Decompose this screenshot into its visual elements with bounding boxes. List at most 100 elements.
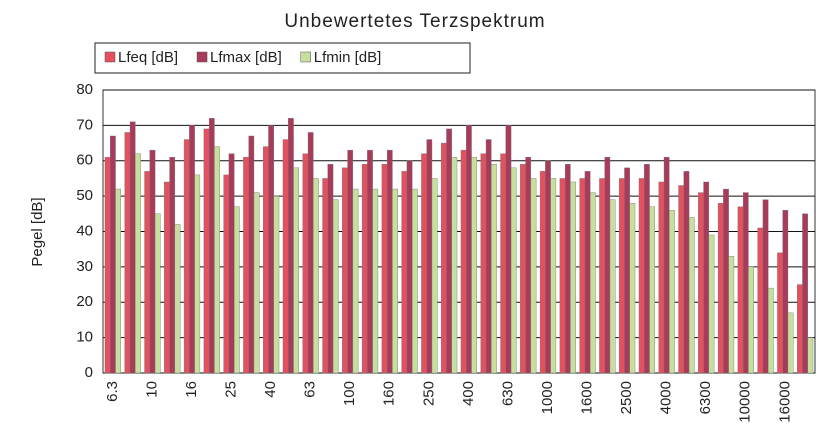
bar <box>332 199 339 374</box>
bar <box>282 139 289 374</box>
y-axis-label: Pegel [dB] <box>29 197 46 266</box>
bar <box>135 153 141 374</box>
bar <box>169 157 176 374</box>
bar <box>268 125 274 374</box>
bar <box>579 178 586 374</box>
bar <box>678 185 685 374</box>
bar <box>460 149 467 374</box>
bar <box>698 192 704 374</box>
bar <box>559 178 566 374</box>
bar <box>421 153 427 374</box>
y-tick-label: 60 <box>76 152 93 169</box>
bar <box>471 157 478 374</box>
bar <box>273 195 280 374</box>
bar <box>361 164 368 374</box>
x-tick-label: 16000 <box>776 381 793 423</box>
x-tick-label: 4000 <box>658 381 675 414</box>
bar <box>129 121 136 374</box>
y-tick-label: 0 <box>85 364 93 381</box>
bar <box>491 164 497 374</box>
bar <box>500 153 507 374</box>
bar <box>589 192 596 374</box>
bar <box>466 125 472 374</box>
bar <box>115 188 121 374</box>
bar <box>737 206 744 374</box>
bar <box>742 192 749 374</box>
bar <box>322 178 329 374</box>
bar <box>649 206 656 374</box>
x-tick-label: 160 <box>381 381 398 406</box>
bar <box>342 167 348 374</box>
bar <box>545 160 551 374</box>
y-tick-label: 80 <box>76 81 93 98</box>
bar <box>807 337 814 374</box>
bar <box>164 181 170 374</box>
x-tick-label: 2500 <box>618 381 635 414</box>
bar <box>638 178 645 374</box>
bar <box>327 164 334 374</box>
bar <box>683 171 690 374</box>
x-tick-label: 1000 <box>539 381 556 414</box>
bar <box>688 217 695 374</box>
bar <box>728 256 735 374</box>
bar <box>762 199 769 374</box>
bar <box>194 174 201 374</box>
bar <box>386 149 393 374</box>
bar <box>313 178 319 374</box>
bar <box>658 181 665 374</box>
bar <box>510 167 517 374</box>
y-tick-label: 30 <box>76 258 93 275</box>
bar <box>599 178 605 374</box>
bar <box>288 118 294 374</box>
legend-swatch <box>300 51 311 63</box>
bar <box>253 192 260 374</box>
legend-box <box>94 42 471 74</box>
bar <box>203 128 210 374</box>
x-tick-label: 6300 <box>697 381 714 414</box>
bar <box>550 178 557 374</box>
bar <box>644 164 650 374</box>
bar <box>782 210 789 374</box>
bar <box>367 149 373 374</box>
legend-label: Lfmin [dB] <box>314 49 382 66</box>
bar <box>797 284 803 374</box>
x-tick-label: 63 <box>302 381 319 398</box>
legend-label: Lfeq [dB] <box>118 49 178 66</box>
bar <box>619 178 625 374</box>
x-tick-label: 16 <box>183 381 200 398</box>
bar <box>624 167 630 374</box>
bar <box>446 128 452 374</box>
bar <box>485 139 492 374</box>
bar <box>777 252 783 374</box>
legend-swatch <box>104 51 116 63</box>
x-tick-label: 100 <box>341 381 358 406</box>
x-tick-label: 10 <box>143 381 160 398</box>
bar <box>570 181 576 374</box>
bar <box>189 125 195 374</box>
bar <box>530 178 537 374</box>
bar <box>539 171 546 374</box>
bar <box>708 234 715 374</box>
bar <box>248 135 255 374</box>
bar <box>525 157 532 374</box>
bar <box>381 164 388 374</box>
bar <box>293 167 300 374</box>
bar <box>723 188 729 374</box>
bar <box>629 202 636 374</box>
bar <box>401 171 408 374</box>
bar <box>757 227 764 374</box>
y-tick-label: 50 <box>76 187 93 204</box>
x-tick-label: 6.3 <box>104 381 121 402</box>
bar <box>441 142 447 374</box>
bar <box>669 210 675 374</box>
x-tick-label: 40 <box>262 381 279 398</box>
chart-title: Unbewertetes Terzspektrum <box>284 11 545 32</box>
bar <box>228 153 235 374</box>
bar <box>183 139 190 374</box>
bar <box>347 149 354 374</box>
bar <box>233 206 240 374</box>
legend-label: Lfmax [dB] <box>210 49 282 66</box>
bar <box>604 157 611 374</box>
bar <box>124 132 131 374</box>
